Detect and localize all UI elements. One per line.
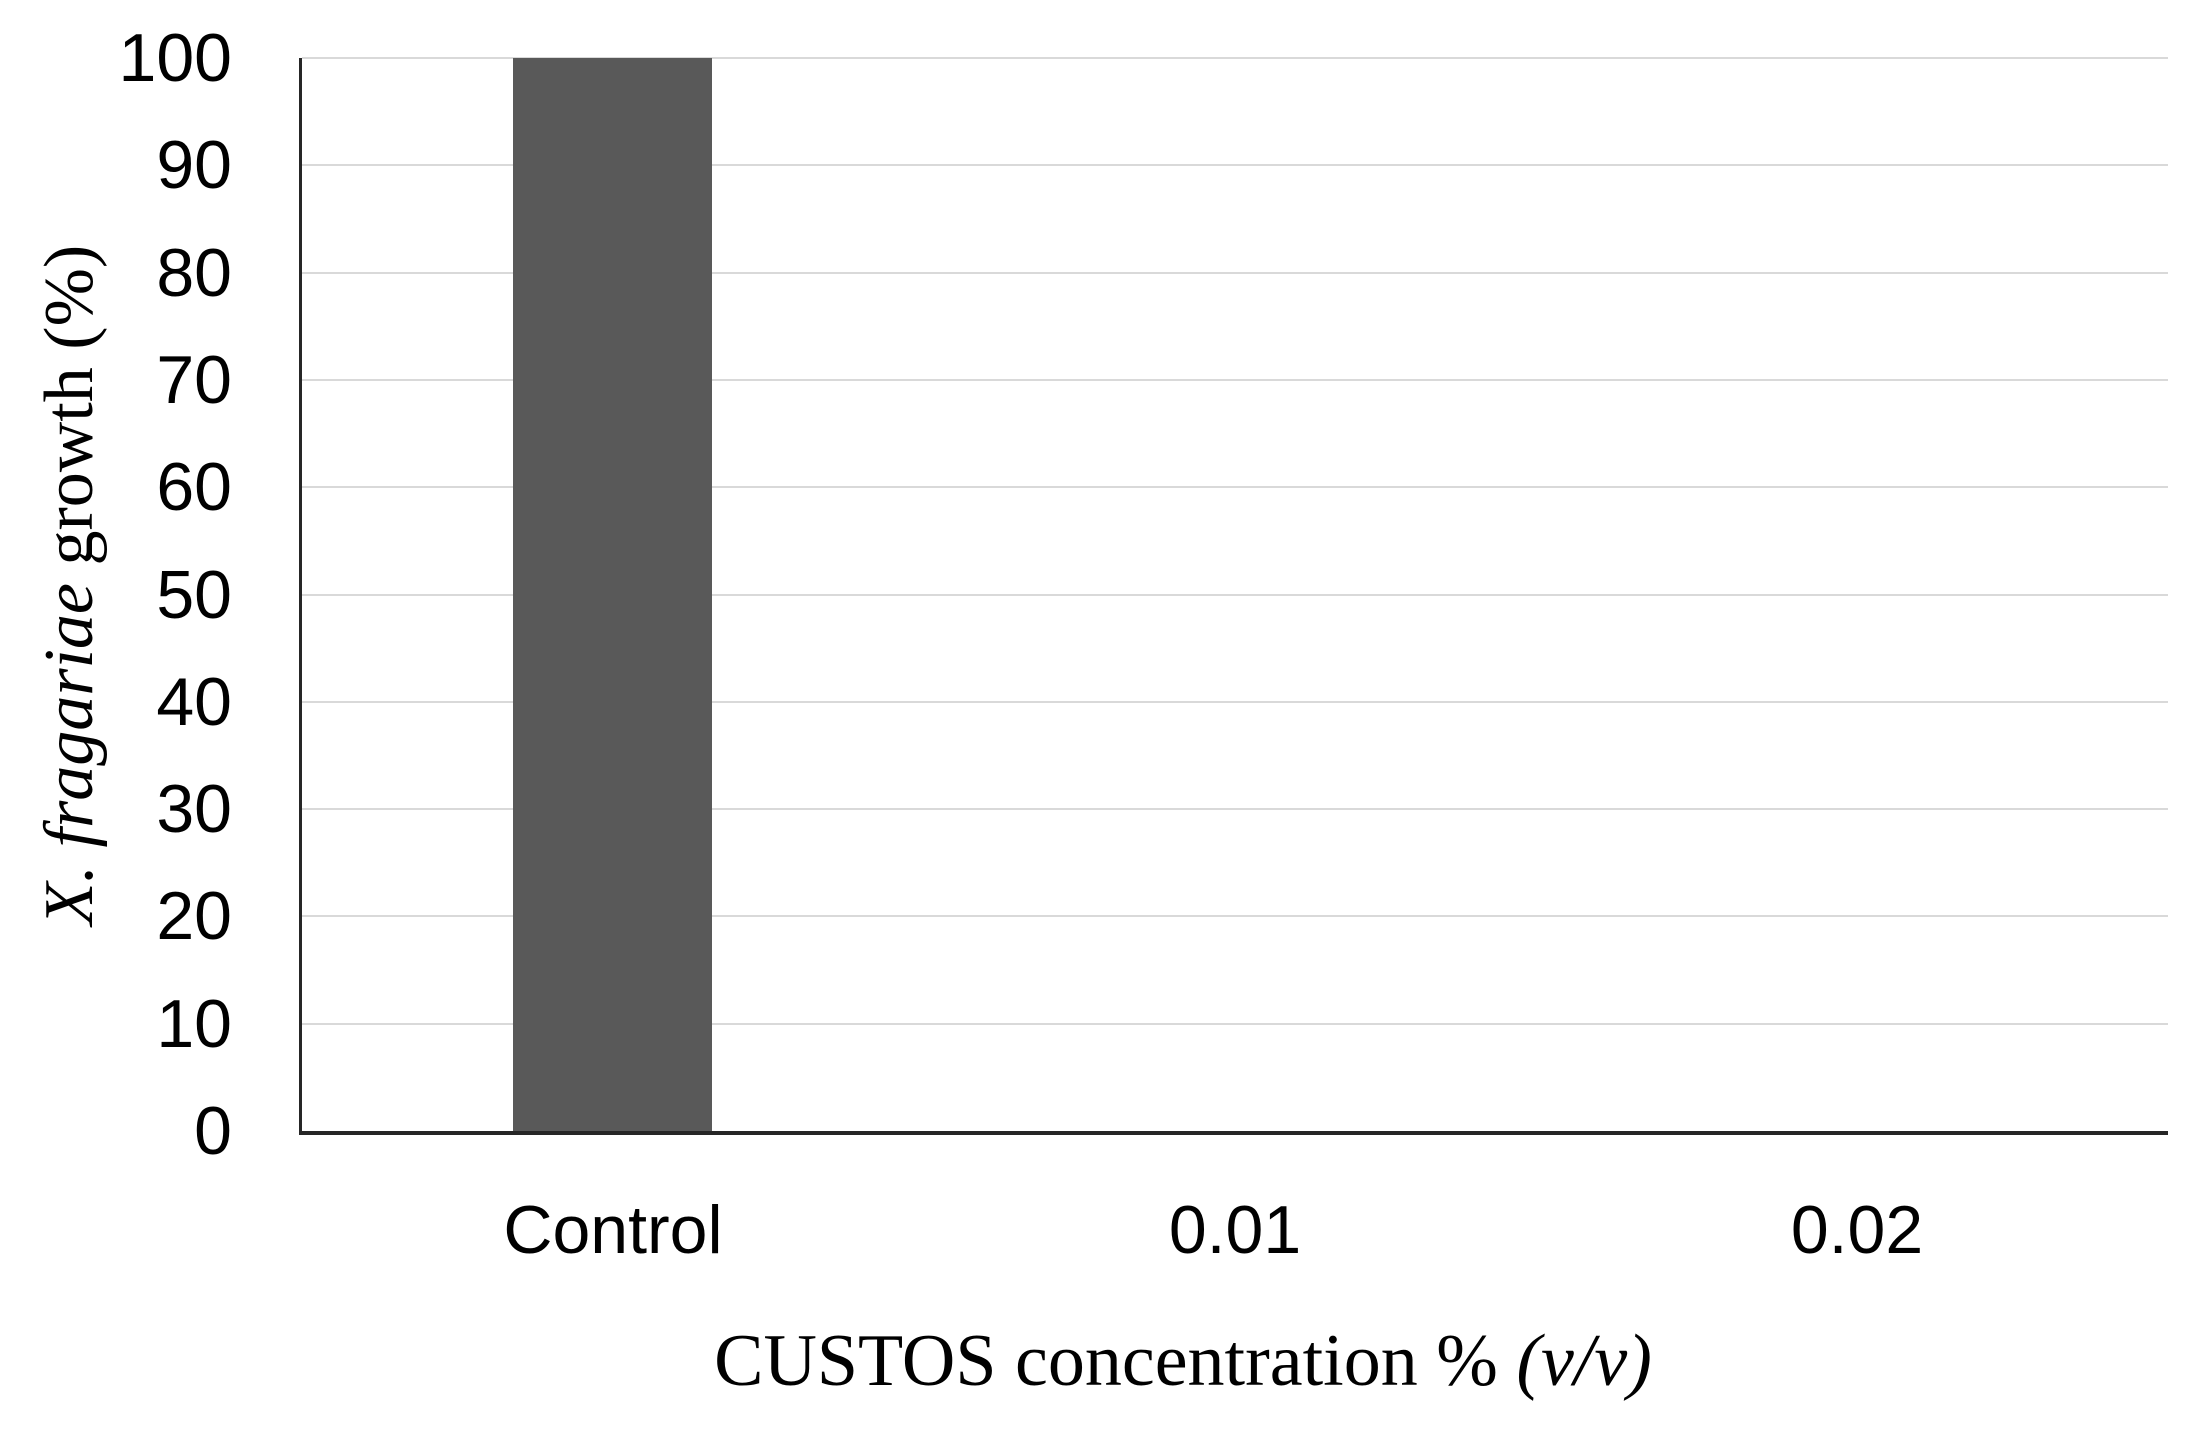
gridline-30 [302,808,2168,811]
x-axis-line [299,1131,2168,1135]
gridline-80 [302,271,2168,274]
gridline-40 [302,700,2168,703]
x-axis-title: CUSTOS concentration % (v/v) [714,1324,1652,1398]
y-axis-line [299,58,302,1135]
plot-area [302,57,2168,1131]
y-tick-label-20: 20 [156,878,232,955]
x-tick-label-control: Control [503,1192,723,1268]
gridline-90 [302,164,2168,167]
y-tick-label-0: 0 [194,1093,232,1169]
x-tick-label-0-02: 0.02 [1790,1192,1924,1268]
gridline-60 [302,486,2168,489]
x-tick-labels: Control 0.01 0.02 [302,1196,2168,1276]
y-tick-label-40: 40 [156,663,232,740]
x-axis-title-regular-part: CUSTOS concentration % [714,1320,1517,1402]
y-tick-labels: 0 10 20 30 40 50 60 70 80 90 100 [0,24,232,1165]
y-tick-label-10: 10 [156,985,232,1062]
gridline-100 [302,57,2168,59]
gridline-70 [302,378,2168,381]
gridline-20 [302,915,2168,918]
y-tick-label-50: 50 [156,556,232,633]
y-tick-label-80: 80 [156,234,232,311]
gridline-50 [302,593,2168,596]
x-tick-label-0-01: 0.01 [1168,1192,1302,1268]
bar-control [513,58,713,1131]
y-tick-label-60: 60 [156,449,232,526]
gridline-10 [302,1022,2168,1025]
y-tick-label-90: 90 [156,127,232,204]
y-tick-label-100: 100 [118,20,232,96]
y-tick-label-30: 30 [156,771,232,848]
y-tick-label-70: 70 [156,341,232,418]
x-axis-title-italic-part: (v/v) [1516,1320,1652,1402]
